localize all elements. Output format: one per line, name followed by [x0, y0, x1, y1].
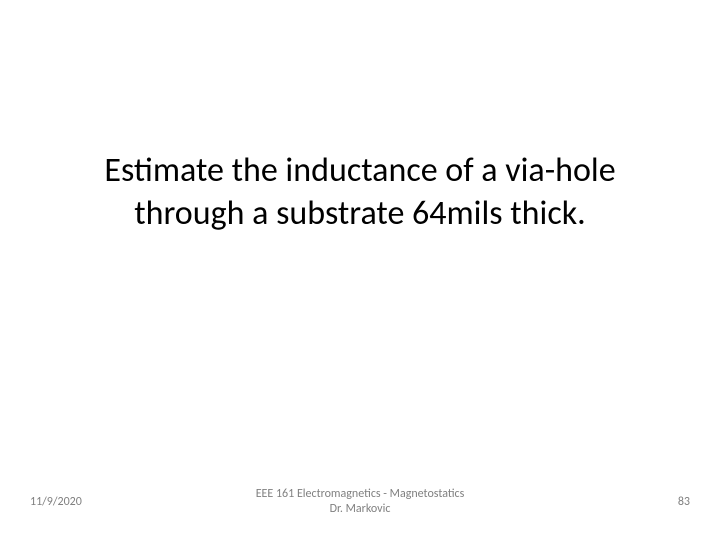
- footer-center: EEE 161 Electromagnetics - Magnetostatic…: [170, 487, 550, 518]
- slide-footer: 11/9/2020 EEE 161 Electromagnetics - Mag…: [0, 487, 720, 518]
- footer-author-line: Dr. Markovic: [330, 502, 391, 516]
- slide-title: Estimate the inductance of a via-hole th…: [50, 150, 670, 235]
- footer-date: 11/9/2020: [30, 495, 170, 509]
- footer-page-number: 83: [550, 495, 690, 509]
- footer-course-line: EEE 161 Electromagnetics - Magnetostatic…: [256, 487, 465, 501]
